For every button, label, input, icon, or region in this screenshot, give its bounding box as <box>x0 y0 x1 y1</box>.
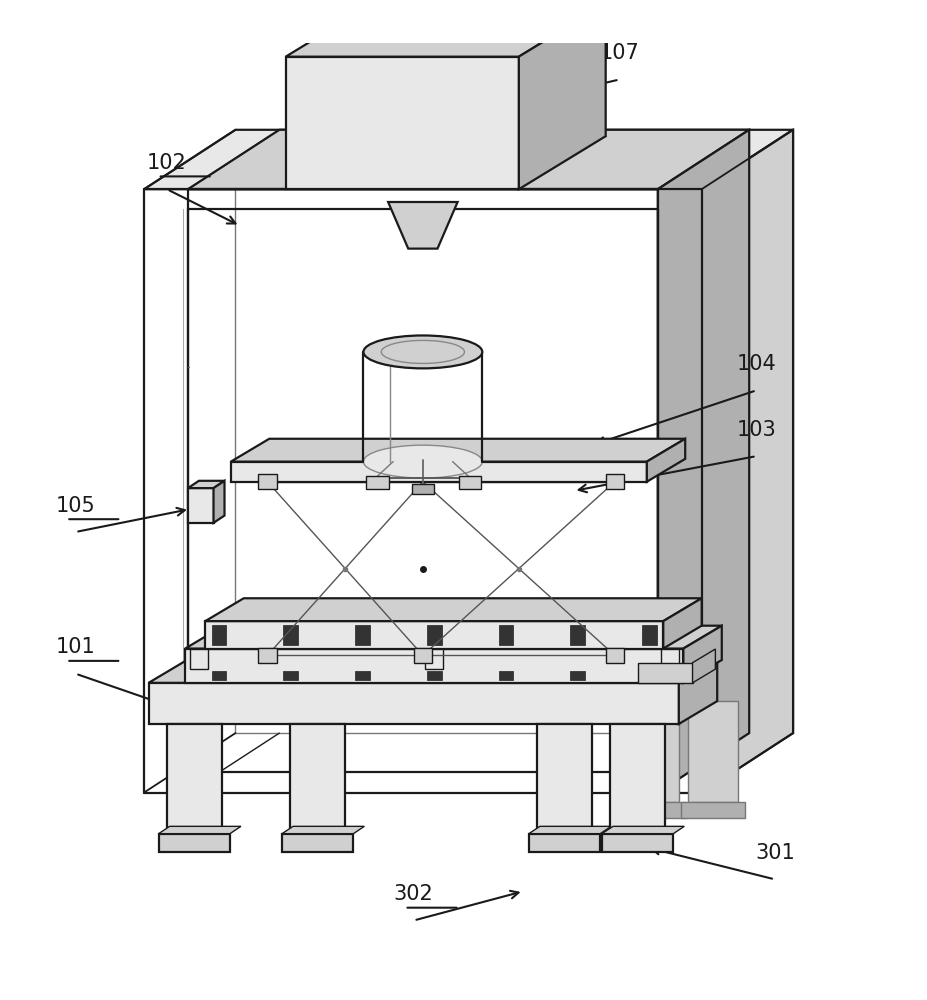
Polygon shape <box>518 4 605 189</box>
Polygon shape <box>682 626 721 683</box>
Bar <box>621 802 685 818</box>
Bar <box>282 834 353 852</box>
Ellipse shape <box>363 335 482 368</box>
Bar <box>687 701 738 802</box>
Text: 103: 103 <box>736 420 776 440</box>
Polygon shape <box>570 625 585 645</box>
Bar <box>258 648 276 663</box>
Bar <box>231 462 646 482</box>
Polygon shape <box>678 660 717 724</box>
Polygon shape <box>286 4 605 57</box>
Bar <box>610 724 665 834</box>
Bar <box>628 701 678 802</box>
Polygon shape <box>663 598 701 649</box>
Polygon shape <box>213 481 224 523</box>
Polygon shape <box>159 826 241 834</box>
Bar <box>412 484 433 494</box>
Bar <box>660 649 678 669</box>
Text: 101: 101 <box>56 637 95 657</box>
Polygon shape <box>355 671 370 680</box>
Bar <box>528 834 600 852</box>
Bar <box>605 474 623 489</box>
Polygon shape <box>211 625 226 645</box>
Polygon shape <box>231 439 684 462</box>
Bar <box>189 649 208 669</box>
Text: 104: 104 <box>736 354 776 374</box>
Polygon shape <box>387 202 457 249</box>
Bar <box>680 802 744 818</box>
Polygon shape <box>185 626 721 649</box>
Bar <box>258 474 276 489</box>
Polygon shape <box>570 671 585 680</box>
Polygon shape <box>283 671 298 680</box>
Polygon shape <box>188 481 224 488</box>
Bar <box>286 57 518 189</box>
Bar <box>537 724 591 834</box>
Ellipse shape <box>363 445 482 478</box>
Bar <box>605 648 623 663</box>
Bar <box>602 834 673 852</box>
Bar <box>188 488 213 523</box>
Polygon shape <box>205 598 701 621</box>
Polygon shape <box>211 671 226 680</box>
Bar <box>425 649 443 669</box>
Bar <box>413 648 432 663</box>
Polygon shape <box>144 130 793 189</box>
Polygon shape <box>692 649 715 683</box>
Polygon shape <box>148 660 717 683</box>
Bar <box>290 724 345 834</box>
Polygon shape <box>657 130 748 793</box>
Bar <box>167 724 222 834</box>
Polygon shape <box>646 439 684 482</box>
Text: 102: 102 <box>146 153 186 173</box>
Polygon shape <box>355 625 370 645</box>
Polygon shape <box>528 826 611 834</box>
Bar <box>159 834 230 852</box>
Text: 105: 105 <box>56 496 95 516</box>
Bar <box>637 663 692 683</box>
Polygon shape <box>426 625 441 645</box>
Bar <box>205 621 663 649</box>
Bar <box>148 683 678 724</box>
Text: 301: 301 <box>754 843 794 863</box>
Bar <box>458 476 481 489</box>
Polygon shape <box>641 671 656 680</box>
Text: 302: 302 <box>393 884 433 904</box>
Polygon shape <box>282 826 364 834</box>
Polygon shape <box>426 671 441 680</box>
Polygon shape <box>641 625 656 645</box>
Bar <box>366 476 388 489</box>
Text: 107: 107 <box>599 43 639 63</box>
Polygon shape <box>188 130 748 189</box>
Polygon shape <box>602 826 683 834</box>
Polygon shape <box>701 130 793 793</box>
Polygon shape <box>498 671 513 680</box>
Polygon shape <box>283 625 298 645</box>
Polygon shape <box>498 625 513 645</box>
Bar <box>185 649 682 683</box>
